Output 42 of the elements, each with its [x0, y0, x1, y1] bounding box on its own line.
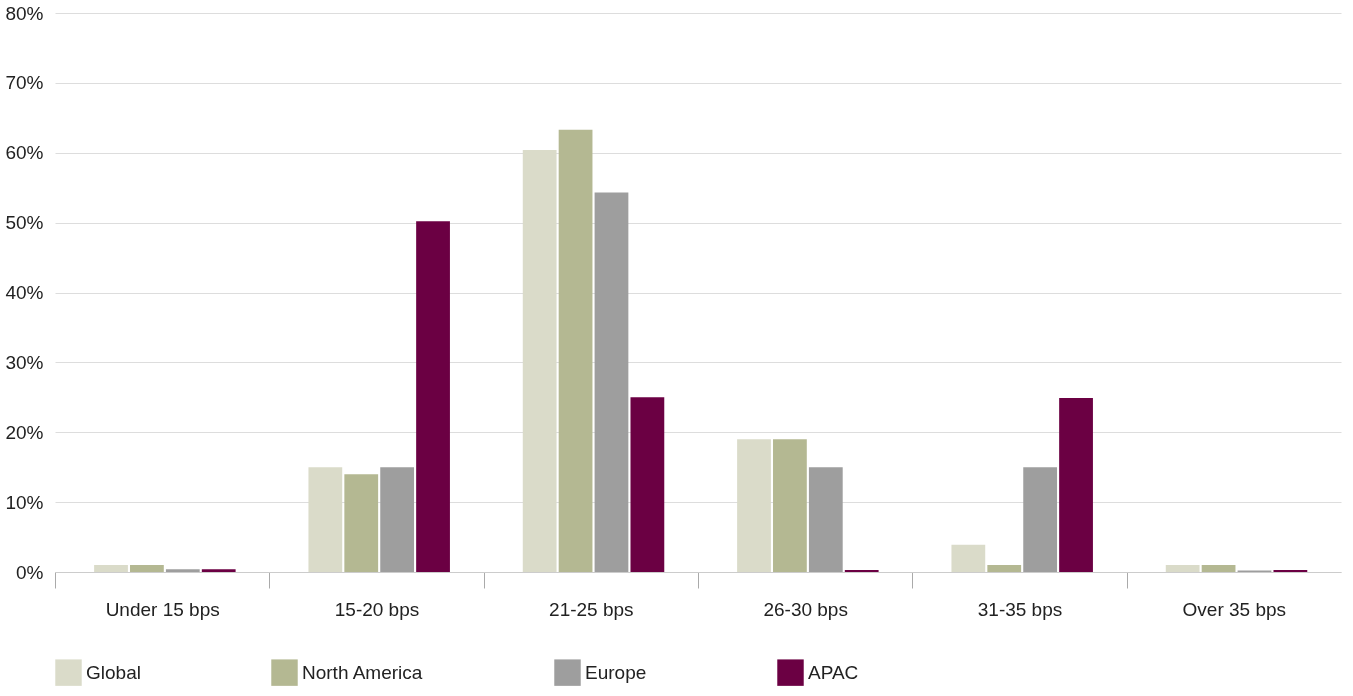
bar — [987, 565, 1022, 572]
y-tick-label: 80% — [5, 2, 44, 24]
bar — [844, 569, 879, 572]
x-tick-label: 26-30 bps — [763, 598, 848, 620]
y-tick-label: 40% — [5, 282, 44, 303]
bar — [165, 569, 200, 572]
x-tick-label: Over 35 bps — [1182, 598, 1287, 620]
bar — [558, 129, 593, 572]
bar — [308, 467, 343, 572]
bar — [773, 439, 807, 572]
legend-label: North America — [302, 661, 423, 683]
bar — [594, 192, 629, 572]
x-tick-label: 31-35 bps — [977, 598, 1063, 620]
legend-label: Global — [86, 661, 141, 683]
y-tick-label: 20% — [5, 421, 44, 443]
bar — [1059, 398, 1093, 572]
bar — [808, 467, 843, 572]
y-tick-label: 50% — [5, 212, 44, 234]
x-tick-label: 15-20 bps — [334, 598, 420, 620]
bar — [1165, 565, 1200, 572]
x-tick-label: 21-25 bps — [549, 598, 634, 620]
bar — [416, 221, 450, 572]
x-tick-label: Under 15 bps — [105, 598, 220, 620]
y-tick-label: 60% — [5, 142, 44, 164]
y-tick-label: 10% — [5, 491, 44, 513]
bar — [522, 149, 557, 572]
y-tick-label: 30% — [5, 351, 44, 373]
bar — [380, 467, 415, 572]
bar — [130, 565, 164, 572]
bar — [737, 439, 771, 572]
bar — [630, 397, 665, 572]
bar — [344, 474, 379, 572]
bar — [1201, 565, 1236, 572]
y-tick-label: 0% — [16, 561, 44, 583]
legend-label: APAC — [808, 661, 859, 683]
bar — [94, 565, 128, 572]
bar — [1023, 467, 1058, 572]
bar — [201, 569, 236, 572]
bar — [951, 544, 986, 572]
y-tick-label: 70% — [5, 72, 44, 94]
bar — [1273, 569, 1308, 572]
legend-label: Europe — [585, 661, 647, 683]
